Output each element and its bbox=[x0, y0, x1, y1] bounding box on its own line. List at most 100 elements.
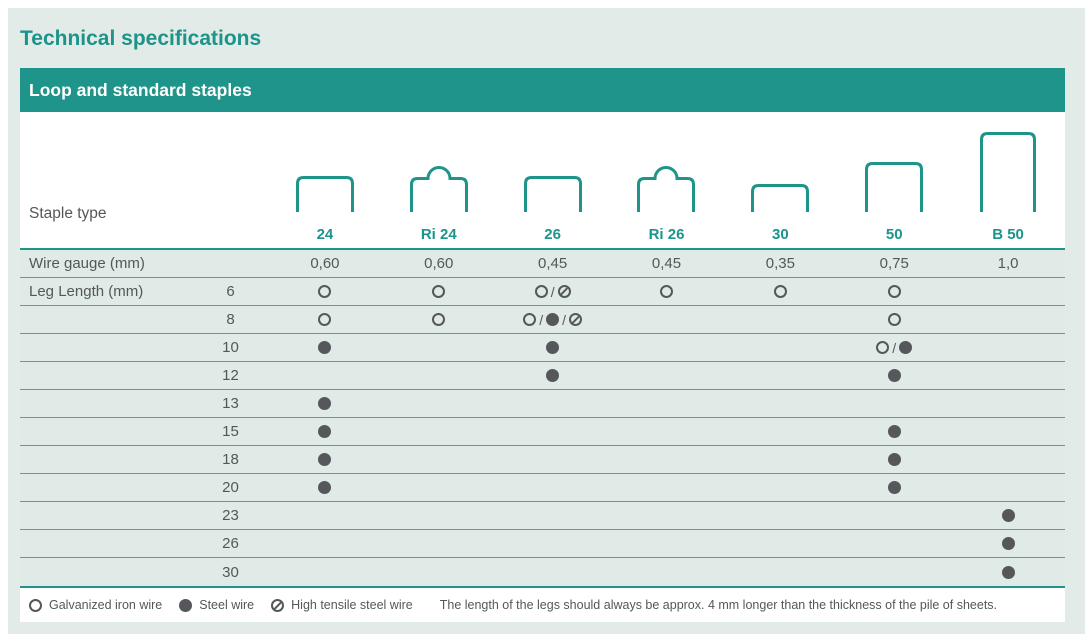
staple-availability-cell bbox=[382, 285, 496, 298]
galvanized-wire-symbol bbox=[773, 285, 787, 298]
leg-length-value: 30 bbox=[222, 563, 239, 581]
filled-circle-icon bbox=[179, 598, 193, 612]
legend-label: High tensile steel wire bbox=[291, 598, 413, 612]
section-title: Loop and standard staples bbox=[29, 79, 252, 100]
staple-availability-cell bbox=[268, 425, 382, 438]
wire-gauge-value: 1,0 bbox=[997, 255, 1019, 272]
staple-30-icon bbox=[751, 184, 810, 212]
staple-type-column: B 50 bbox=[951, 112, 1065, 248]
leg-length-row: 12 bbox=[20, 362, 1065, 390]
staple-availability-cell bbox=[268, 397, 382, 410]
staple-availability-cell bbox=[837, 313, 951, 326]
leg-length-row: 8// bbox=[20, 306, 1065, 334]
legend-note: The length of the legs should always be … bbox=[439, 598, 998, 612]
staple-availability-cell bbox=[723, 285, 837, 298]
section-header-bar: Loop and standard staples bbox=[20, 68, 1065, 112]
wire-gauge-value: 0,35 bbox=[765, 255, 795, 272]
wire-gauge-value: 0,60 bbox=[310, 255, 340, 272]
galvanized-wire-symbol bbox=[887, 313, 901, 326]
symbol-separator: / bbox=[539, 311, 544, 328]
leg-length-row: Leg Length (mm) 6 / bbox=[20, 278, 1065, 306]
galvanized-wire-symbol bbox=[876, 341, 890, 354]
tensile-wire-symbol bbox=[569, 313, 583, 326]
staple-availability-cell bbox=[837, 369, 951, 382]
leg-length-row: 18 bbox=[20, 446, 1065, 474]
page-title: Technical specifications bbox=[20, 27, 262, 50]
symbol-separator: / bbox=[892, 339, 897, 356]
wire-gauge-value: 0,45 bbox=[651, 255, 682, 272]
staple-type-column: 30 bbox=[723, 112, 837, 248]
leg-length-value: 10 bbox=[222, 339, 239, 356]
staple-availability-cell bbox=[268, 341, 382, 354]
legend-footer: Galvanized iron wire Steel wire High tensi… bbox=[20, 588, 1065, 622]
wire-gauge-value: 0,45 bbox=[538, 255, 568, 272]
leg-length-value: 6 bbox=[226, 283, 235, 300]
header-spacer bbox=[193, 112, 268, 248]
spec-card: Loop and standard staples Staple type 24… bbox=[20, 68, 1065, 622]
wire-gauge-value: 0,75 bbox=[879, 255, 909, 272]
steel-wire-symbol bbox=[887, 453, 901, 466]
symbol-separator: / bbox=[550, 283, 555, 300]
staple-availability-cell bbox=[268, 285, 382, 298]
steel-wire-symbol bbox=[1001, 537, 1015, 550]
staple-type-header: Staple type 24 Ri 24 26 Ri 26 30 50 B 50 bbox=[20, 112, 1065, 248]
staple-availability-cell bbox=[837, 285, 951, 298]
steel-wire-symbol bbox=[887, 369, 901, 382]
steel-wire-symbol bbox=[318, 397, 332, 410]
staple-type-name: B 50 bbox=[992, 226, 1024, 243]
steel-wire-symbol bbox=[546, 313, 560, 326]
staple-type-name: Ri 24 bbox=[420, 226, 457, 243]
leg-length-value: 15 bbox=[222, 423, 239, 440]
steel-wire-symbol bbox=[318, 453, 332, 466]
leg-length-label: Leg Length (mm) bbox=[29, 283, 144, 300]
galvanized-wire-symbol bbox=[432, 285, 446, 298]
steel-wire-symbol bbox=[318, 481, 332, 494]
staple-type-name: 24 bbox=[316, 226, 334, 243]
leg-length-value: 13 bbox=[222, 395, 239, 412]
staple-availability-cell bbox=[496, 369, 610, 382]
staple-b50-icon bbox=[980, 132, 1037, 212]
leg-length-value: 12 bbox=[222, 367, 239, 384]
staple-26-icon bbox=[523, 176, 582, 212]
staple-availability-cell bbox=[382, 313, 496, 326]
leg-length-value: 26 bbox=[222, 535, 239, 552]
leg-length-row: 10 / bbox=[20, 334, 1065, 362]
staple-availability-cell bbox=[837, 481, 951, 494]
staple-availability-cell bbox=[268, 313, 382, 326]
open-circle-icon bbox=[29, 598, 42, 612]
galvanized-wire-symbol bbox=[887, 285, 901, 298]
staple-type-column: Ri 26 bbox=[610, 112, 724, 248]
legend-item: High tensile steel wire bbox=[271, 598, 413, 612]
staple-availability-cell bbox=[268, 481, 382, 494]
symbol-separator: / bbox=[562, 311, 567, 328]
galvanized-wire-symbol bbox=[318, 285, 332, 298]
staple-availability-cell bbox=[951, 565, 1065, 579]
leg-length-row: 26 bbox=[20, 530, 1065, 558]
steel-wire-symbol bbox=[899, 341, 913, 354]
leg-length-row: 30 bbox=[20, 558, 1065, 586]
leg-length-row: 15 bbox=[20, 418, 1065, 446]
steel-wire-symbol bbox=[318, 341, 332, 354]
staple-availability-cell bbox=[496, 341, 610, 354]
staple-ri24-icon bbox=[409, 166, 468, 212]
staple-50-icon bbox=[865, 162, 924, 212]
legend-item: Galvanized iron wire bbox=[29, 598, 162, 612]
leg-length-value: 20 bbox=[222, 479, 239, 496]
staple-ri26-icon bbox=[637, 166, 696, 212]
slashed-circle-icon bbox=[271, 598, 285, 612]
galvanized-wire-symbol bbox=[534, 285, 548, 298]
galvanized-wire-symbol bbox=[523, 313, 537, 326]
leg-length-row: 23 bbox=[20, 502, 1065, 530]
staple-availability-cell: / / bbox=[496, 313, 610, 327]
staple-availability-cell bbox=[951, 537, 1065, 550]
wire-gauge-value: 0,60 bbox=[424, 255, 454, 272]
staple-availability-cell bbox=[837, 425, 951, 438]
staple-type-name: 50 bbox=[885, 226, 903, 243]
staple-type-column: Ri 24 bbox=[382, 112, 496, 248]
staple-availability-cell bbox=[837, 453, 951, 466]
steel-wire-symbol bbox=[1001, 565, 1015, 579]
steel-wire-symbol bbox=[546, 341, 560, 354]
staple-availability-cell bbox=[951, 509, 1065, 522]
leg-length-row: 13 bbox=[20, 390, 1065, 418]
galvanized-wire-symbol bbox=[659, 285, 673, 298]
